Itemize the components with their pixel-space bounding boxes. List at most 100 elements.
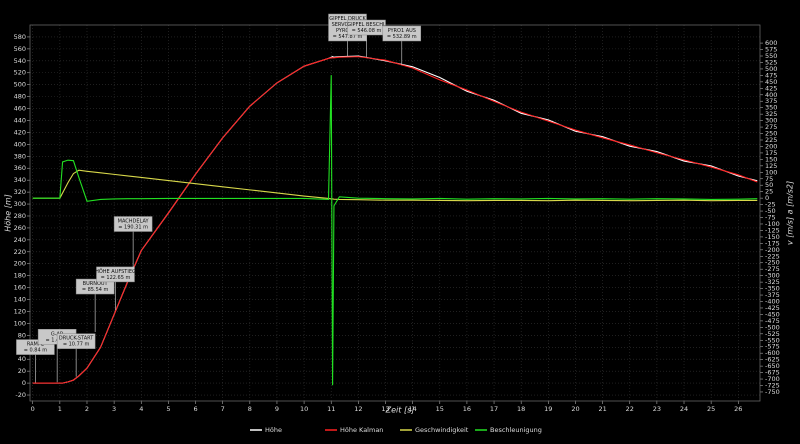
annotation-value: = 547.87 m <box>333 34 363 40</box>
y2-tick-label: 0 <box>765 194 769 202</box>
annotation-box <box>382 25 422 42</box>
y-tick-label: 120 <box>14 307 26 315</box>
y2-tick-label: 125 <box>765 162 777 170</box>
y2-tick-label: -350 <box>765 285 780 293</box>
y2-tick-label: 25 <box>765 188 773 196</box>
x-tick-label: 14 <box>408 405 416 413</box>
x-tick-label: 5 <box>166 405 170 413</box>
annotation-value: = 546.08 m <box>352 28 382 34</box>
y2-tick-label: -425 <box>765 304 780 312</box>
y-tick-label: 460 <box>14 105 26 113</box>
y-tick-label: 280 <box>14 212 26 220</box>
y2-tick-label: 175 <box>765 149 777 157</box>
y2-tick-label: 100 <box>765 168 777 176</box>
y2-tick-label: 225 <box>765 136 777 144</box>
y2-tick-label: 400 <box>765 91 777 99</box>
y2-tick-label: 300 <box>765 117 777 125</box>
y-tick-label: 340 <box>14 176 26 184</box>
y2-tick-label: -250 <box>765 259 780 267</box>
y2-tick-label: -400 <box>765 298 780 306</box>
y-tick-label: 180 <box>14 272 26 280</box>
y2-tick-label: 50 <box>765 181 773 189</box>
x-tick-label: 8 <box>248 405 252 413</box>
x-tick-label: 1 <box>58 405 62 413</box>
y-tick-label: 20 <box>18 367 26 375</box>
y-tick-label: 360 <box>14 164 26 172</box>
annotation-text: HÖHE AUFSTIEG <box>95 268 136 275</box>
x-tick-label: 23 <box>653 405 661 413</box>
y2-tick-label: 600 <box>765 39 777 47</box>
y2-tick-label: -300 <box>765 272 780 280</box>
y2-tick-label: 575 <box>765 46 777 54</box>
y2-tick-label: -125 <box>765 226 780 234</box>
y2-tick-label: -325 <box>765 278 780 286</box>
y2-tick-label: 375 <box>765 97 777 105</box>
legend-label: Höhe <box>265 426 282 434</box>
x-tick-label: 17 <box>490 405 498 413</box>
y-tick-label: -20 <box>15 391 26 399</box>
y2-tick-label: -675 <box>765 369 780 377</box>
annotation: MACHDELAY= 190.31 m <box>113 216 153 270</box>
annotation-value: = 10.77 m <box>63 342 90 348</box>
y2-tick-label: -50 <box>765 207 776 215</box>
annotation-value: = 0.84 m <box>24 348 48 354</box>
y-tick-label: 200 <box>14 260 26 268</box>
annotation-text: PYRO1 AUS <box>388 28 416 34</box>
annotation: PYRO1 AUS= 532.89 m <box>382 25 422 66</box>
y2-tick-label: -500 <box>765 323 780 331</box>
y2-tick-label: -475 <box>765 317 780 325</box>
annotation-value: = 122.65 m <box>101 275 131 281</box>
y-tick-label: 140 <box>14 296 26 304</box>
x-tick-label: 16 <box>463 405 471 413</box>
annotation-text: BURNOUT <box>83 281 109 287</box>
annotation-text: RAMPE <box>27 342 44 348</box>
x-tick-label: 26 <box>734 405 742 413</box>
y2-tick-label: 275 <box>765 123 777 131</box>
y-tick-label: 300 <box>14 200 26 208</box>
x-tick-label: 21 <box>598 405 606 413</box>
annotation-box <box>56 333 96 349</box>
y-tick-label: 560 <box>14 45 26 53</box>
y-tick-label: 400 <box>14 140 26 148</box>
y2-tick-label: 75 <box>765 175 773 183</box>
x-tick-label: 0 <box>31 405 35 413</box>
legend-label: Beschleunigung <box>490 426 542 434</box>
x-tick-label: 24 <box>680 405 688 413</box>
y-tick-label: 160 <box>14 284 26 292</box>
y-tick-label: 440 <box>14 116 26 124</box>
y-tick-label: 420 <box>14 128 26 136</box>
annotation-text: MACHDELAY <box>118 219 150 225</box>
y2-tick-label: -375 <box>765 291 780 299</box>
annotation-value: = 532.89 m <box>387 34 417 40</box>
y-tick-label: 480 <box>14 93 26 101</box>
x-tick-label: 9 <box>275 405 279 413</box>
annotation: HÖHE AUFSTIEG= 122.65 m <box>95 266 136 310</box>
y2-tick-label: -450 <box>765 310 780 318</box>
annotation-text: GIPFEL DRUCK <box>329 16 366 22</box>
plot-frame <box>29 24 761 402</box>
annotation-text: DRUCK-START <box>59 336 94 342</box>
x-tick-label: 13 <box>381 405 389 413</box>
y-tick-label: 580 <box>14 33 26 41</box>
y2-tick-label: -75 <box>765 214 776 222</box>
y2-tick-label: -550 <box>765 336 780 344</box>
y2-tick-label: -275 <box>765 265 780 273</box>
x-tick-label: 3 <box>112 405 116 413</box>
y-tick-label: 500 <box>14 81 26 89</box>
x-tick-label: 10 <box>300 405 308 413</box>
y2-tick-label: 350 <box>765 104 777 112</box>
y2-tick-label: 550 <box>765 52 777 60</box>
y2-tick-label: -175 <box>765 239 780 247</box>
annotation-value: = 190.31 m <box>118 225 148 231</box>
y2-tick-label: -150 <box>765 233 780 241</box>
x-tick-label: 22 <box>626 405 634 413</box>
y-tick-label: 220 <box>14 248 26 256</box>
x-tick-label: 4 <box>139 405 143 413</box>
y-tick-label: 240 <box>14 236 26 244</box>
x-tick-label: 11 <box>327 405 335 413</box>
legend-label: Geschwindigkeit <box>415 426 469 434</box>
y2-tick-label: 525 <box>765 58 777 66</box>
x-tick-label: 20 <box>571 405 579 413</box>
y2-tick-label: 325 <box>765 110 777 118</box>
x-tick-label: 18 <box>517 405 525 413</box>
